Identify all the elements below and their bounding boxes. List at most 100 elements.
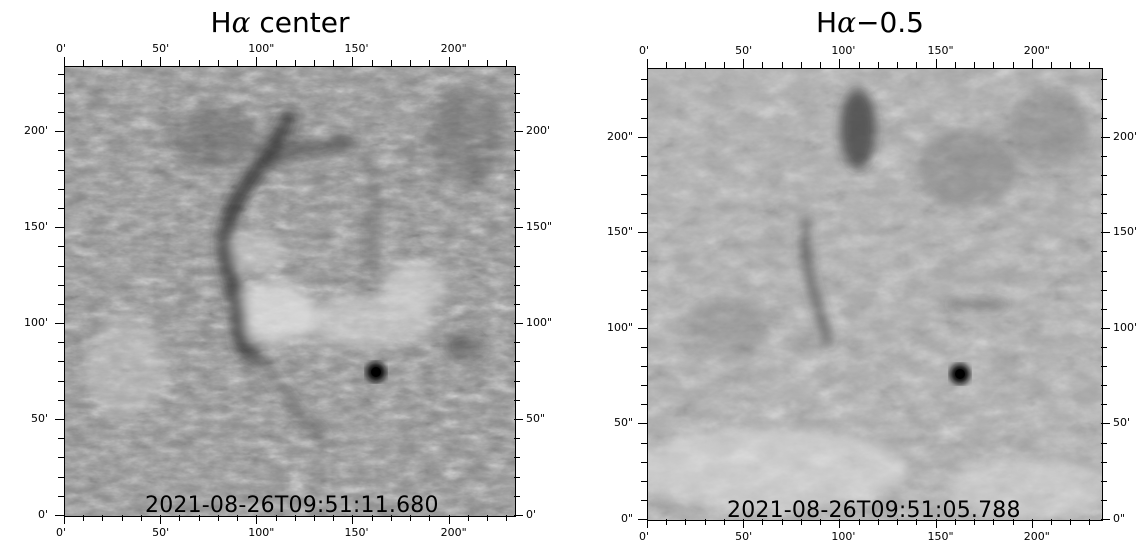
panel-2-x-tick-bottom: [647, 519, 648, 528]
panel-1-y-tick-right: [514, 284, 520, 286]
panel-1-y-tick-right: [514, 438, 520, 440]
panel-1-x-tick-bottom: [121, 515, 123, 521]
panel-1-y-label-right: 150": [526, 220, 553, 234]
panel-1-x-tick-bottom: [256, 515, 258, 524]
panel-2-y-tick-right: [1101, 519, 1110, 520]
panel-2-y-label-left: 150": [607, 225, 634, 239]
panel-1-y-label-right: 200': [526, 124, 551, 138]
panel-2-y-tick-left: [641, 385, 647, 387]
panel-1-x-tick-top: [410, 60, 412, 66]
panel-1-y-tick-right: [514, 227, 523, 229]
panel-1-x-tick-bottom: [217, 515, 219, 521]
panel-2-x-tick-top: [762, 62, 764, 68]
panel-2-x-label-bottom: 100': [831, 530, 856, 543]
panel-2-y-tick-right: [1101, 308, 1107, 310]
panel-2-y-tick-left: [641, 117, 647, 119]
panel-2-title: Hα−0.5: [816, 6, 924, 39]
panel-1-x-label-top: 50': [152, 42, 170, 55]
panel-2-x-tick-top: [685, 62, 687, 68]
panel-1-x-tick-bottom: [179, 515, 181, 521]
panel-1-title: Hα center: [210, 6, 350, 39]
panel-2-y-tick-left: [641, 155, 647, 157]
panel-2-y-tick-left: [641, 98, 647, 100]
panel-2-x-tick-bottom: [743, 519, 745, 528]
panel-1-x-tick-top: [314, 60, 315, 66]
panel-1-y-tick-left: [58, 150, 64, 152]
panel-1-y-tick-right: [514, 112, 520, 114]
panel-2-y-tick-right: [1101, 461, 1107, 463]
panel-1-x-label-top: 100": [248, 42, 275, 55]
panel-2-y-tick-left: [641, 499, 647, 501]
panel-2-y-tick-left: [641, 251, 647, 253]
panel-2-y-tick-right: [1101, 289, 1107, 291]
panel-2-y-label-right: 200': [1113, 129, 1138, 143]
panel-2-x-label-top: 100': [831, 44, 856, 57]
panel-1-y-tick-left: [58, 284, 64, 286]
panel-1-y-tick-right: [514, 399, 520, 401]
panel-1-x-label-bottom: 100": [248, 526, 275, 539]
panel-1-y-tick-right: [514, 457, 520, 459]
panel-2-x-tick-top: [723, 62, 725, 68]
panel-1-y-label-left: 0': [38, 508, 49, 521]
panel-1-x-tick-top: [275, 60, 277, 66]
panel-1-y-tick-right: [514, 419, 523, 421]
panel-1-y-tick-right: [514, 188, 520, 190]
panel-2-y-tick-right: [1101, 136, 1110, 138]
panel-1-x-tick-bottom: [198, 515, 200, 521]
panel-1-x-label-bottom: 0': [56, 526, 67, 539]
panel-2-y-label-left: 50": [614, 416, 634, 430]
panel-2-x-label-bottom: 150": [927, 530, 954, 543]
panel-2-x-tick-bottom: [685, 519, 687, 525]
panel-2-x-label-top: 150": [927, 44, 954, 57]
panel-1-x-tick-top: [102, 60, 104, 66]
panel-2-x-label-bottom: 0': [639, 530, 650, 543]
panel-2-x-tick-bottom: [704, 519, 706, 525]
panel-1-y-tick-left: [58, 438, 64, 440]
panel-1-x-tick-bottom: [160, 515, 162, 524]
panel-2-x-tick-bottom: [858, 519, 860, 525]
panel-2-x-label-top: 0': [639, 44, 650, 57]
panel-2-x-tick-bottom: [993, 519, 995, 525]
panel-1-y-tick-right: [514, 361, 520, 363]
panel-2-y-tick-right: [1101, 251, 1107, 253]
panel-2-y-label-left: 0": [621, 512, 634, 525]
panel-1-x-tick-top: [256, 57, 258, 66]
panel-1-y-label-left: 50': [31, 412, 49, 426]
panel-1-y-tick-right: [514, 150, 520, 152]
panel-1-x-tick-bottom: [506, 515, 508, 521]
panel-2-y-tick-right: [1101, 499, 1107, 501]
panel-2-x-tick-bottom: [820, 519, 822, 525]
panel-2-y-tick-right: [1101, 194, 1107, 196]
panel-2-y-label-left: 200": [607, 129, 634, 143]
panel-1-x-tick-top: [294, 60, 296, 66]
panel-1-x-tick-top: [83, 60, 85, 66]
panel-1-y-label-left: 150': [24, 220, 49, 234]
panel-1-x-tick-top: [217, 60, 219, 66]
panel-1-y-label-right: 100": [526, 316, 553, 330]
panel-1-y-tick-left: [55, 515, 64, 516]
panel-1-y-tick-left: [55, 323, 64, 325]
panel-1-y-tick-left: [58, 495, 64, 497]
panel-1-x-tick-top: [121, 60, 123, 66]
panel-1-y-tick-left: [58, 188, 64, 190]
panel-2-x-tick-bottom: [781, 519, 783, 525]
panel-2-x-tick-bottom: [1089, 519, 1091, 525]
panel-2-x-tick-bottom: [1050, 519, 1052, 525]
panel-1-x-tick-bottom: [83, 515, 85, 521]
panel-1-x-tick-bottom: [294, 515, 296, 521]
panel-1-y-tick-right: [514, 131, 523, 133]
panel-2-y-tick-right: [1101, 155, 1107, 157]
panel-1-y-tick-left: [55, 227, 64, 229]
panel-1-x-label-top: 200": [440, 42, 467, 55]
panel-2-x-label-bottom: 200": [1023, 530, 1050, 543]
panel-2-x-tick-bottom: [666, 519, 668, 525]
panel-1-x-tick-bottom: [102, 515, 104, 521]
panel-2-solar-image: [647, 68, 1103, 521]
panel-2-y-tick-right: [1101, 442, 1107, 444]
panel-2-y-tick-right: [1101, 347, 1107, 348]
panel-1-x-tick-top: [140, 60, 142, 66]
panel-1-y-tick-left: [58, 112, 64, 114]
panel-2-x-tick-top: [1089, 62, 1091, 68]
panel-1-y-label-left: 200': [24, 124, 49, 138]
panel-1-x-tick-bottom: [371, 515, 373, 521]
